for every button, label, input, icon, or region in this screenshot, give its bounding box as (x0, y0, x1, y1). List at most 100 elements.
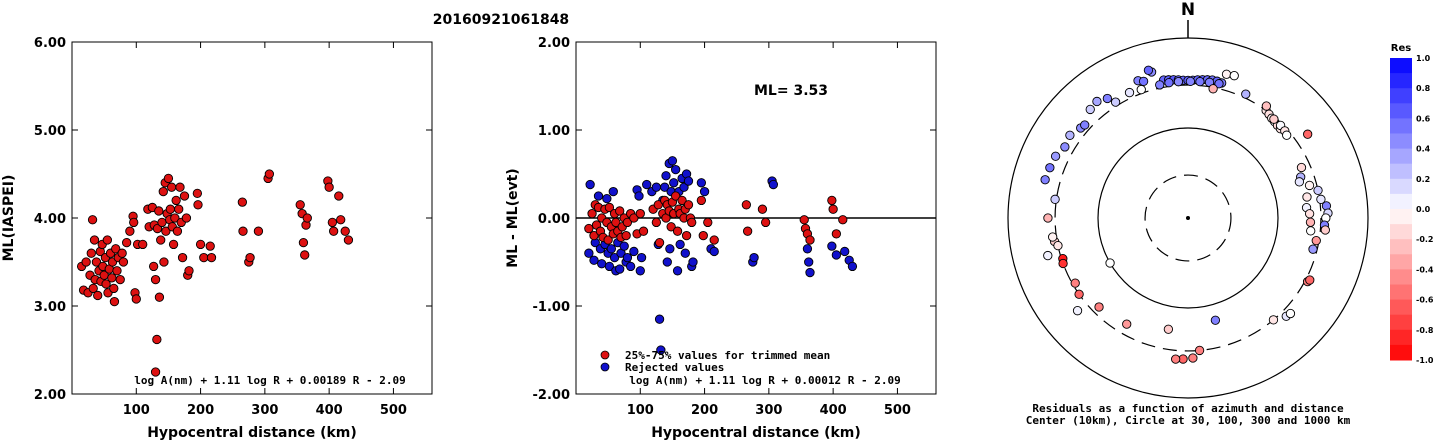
trimmed-point (604, 202, 615, 213)
station-point (302, 213, 312, 223)
y-tick-label: 2.00 (34, 388, 66, 403)
station-residual-point (1268, 315, 1279, 325)
rejected-point (662, 257, 672, 267)
trimmed-point (629, 213, 639, 223)
station-point (205, 241, 215, 251)
station-residual-point (1043, 250, 1053, 261)
station-point (121, 237, 132, 248)
station-point (101, 279, 111, 289)
station-residual-point (1185, 76, 1196, 87)
trimmed-point (687, 217, 697, 228)
colorbar-cell (1390, 344, 1412, 361)
rejected-point (629, 246, 639, 257)
station-residual-point (1074, 289, 1084, 299)
colorbar-cell (1390, 118, 1412, 134)
station-residual-point (1060, 142, 1070, 152)
station-residual-point (1045, 163, 1055, 173)
colorbar-cell (1390, 299, 1412, 316)
station-point (131, 294, 141, 304)
station-point (166, 182, 177, 192)
magnitude-distance-plot: 100 200 300 400 500 2.00 3.00 4.00 5.00 6.00 log … (1, 36, 433, 441)
station-point (177, 252, 188, 263)
station-point (88, 283, 98, 294)
colorbar-cell (1390, 224, 1412, 240)
rejected-point (634, 191, 644, 201)
station-residual-point (1261, 101, 1272, 111)
station-point (102, 235, 113, 245)
rejected-point (585, 179, 595, 190)
colorbar-cell (1390, 73, 1412, 89)
colorbar-tick-label: -0.4 (1416, 265, 1434, 274)
station-point (181, 213, 192, 223)
station-residual-point (1210, 315, 1221, 325)
trimmed-point (615, 206, 625, 216)
colorbar-cell (1390, 58, 1412, 74)
station-residual-point (1214, 79, 1224, 89)
colorbar-cell (1390, 209, 1412, 225)
x-tick-label: 100 (123, 403, 150, 418)
station-point (109, 283, 119, 294)
rejected-point (604, 261, 615, 272)
station-residual-point (1085, 104, 1095, 115)
trimmed-point (703, 217, 713, 228)
rejected-point (636, 252, 647, 263)
ring-100km (1097, 127, 1279, 309)
station-point (115, 274, 125, 285)
x-axis-label: Hypocentral distance (km) (147, 425, 357, 441)
rejected-point (675, 239, 685, 250)
residual-colorbar: Res 1.0 0.8 0.6 0.4 0.2 0.0 -0.2 -0.4 -0.6 -0.8 -1… (1390, 43, 1434, 365)
station-residual-point (1173, 77, 1184, 87)
colorbar-cell (1390, 193, 1412, 210)
rejected-point (609, 252, 620, 263)
colorbar-cell (1390, 133, 1412, 150)
station-point (150, 367, 161, 377)
station-point (81, 257, 91, 267)
station-residual-point (1163, 324, 1174, 334)
station-point (238, 226, 248, 236)
colorbar-cell (1390, 178, 1412, 195)
station-residual-point (1296, 162, 1307, 173)
colorbar-cell (1390, 239, 1412, 255)
station-point (158, 186, 168, 197)
colorbar-tick-label: 0.6 (1416, 114, 1431, 123)
trimmed-point (709, 235, 719, 245)
colorbar-tick-label: 0.8 (1416, 84, 1431, 93)
azimuth-residual-map: N Residuals as a function of azimuth and… (1007, 0, 1369, 427)
trimmed-point (757, 204, 768, 214)
station-residual-point (1143, 65, 1154, 75)
rejected-point (602, 193, 612, 204)
station-point (157, 217, 167, 228)
station-residual-point (1072, 306, 1083, 316)
station-point (175, 182, 185, 192)
station-residual-point (1304, 180, 1315, 191)
rejected-point (656, 345, 666, 355)
ring-1000km (1007, 37, 1369, 399)
station-residual-point (1316, 194, 1326, 204)
colorbar-cell (1390, 103, 1412, 119)
y-tick-label: 1.00 (538, 124, 570, 139)
station-point (295, 200, 305, 210)
y-tick-label: 4.00 (34, 212, 66, 227)
station-point (174, 204, 184, 214)
y-tick-label: 6.00 (34, 36, 66, 51)
colorbar-title: Res (1391, 43, 1411, 54)
station-point (199, 252, 209, 263)
y-tick-label: 2.00 (538, 36, 570, 51)
rejected-point (635, 266, 645, 276)
station-residual-point (1229, 71, 1239, 81)
station-point (154, 292, 165, 302)
rejected-point (642, 179, 652, 190)
rejected-point (827, 241, 837, 251)
station-residual-point (1080, 120, 1090, 130)
station-point (336, 215, 346, 225)
station-point (93, 290, 103, 301)
y-tick-label: 0.00 (538, 212, 570, 227)
station-residual-point (1053, 240, 1063, 251)
station-residual-point (1241, 89, 1251, 99)
colorbar-cells (1390, 58, 1412, 361)
station-residual-point (1040, 175, 1050, 185)
station-point (245, 252, 255, 263)
trimmed-point (805, 235, 815, 245)
x-tick-label: 100 (627, 403, 654, 418)
rejected-point (669, 178, 679, 188)
